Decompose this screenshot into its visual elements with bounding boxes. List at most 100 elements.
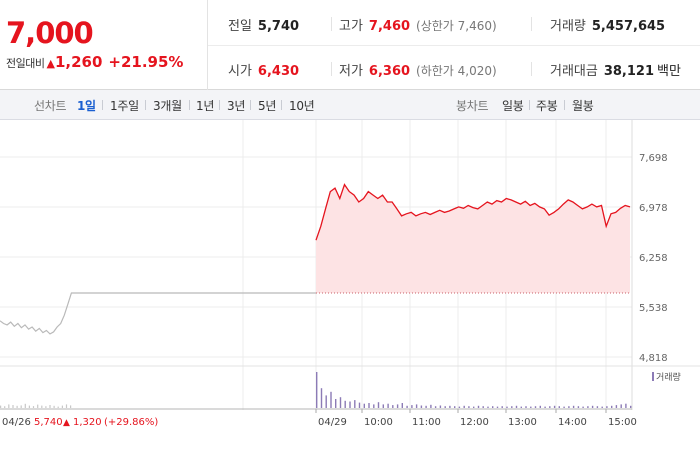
prev-day-change: 1,320 <box>73 417 102 428</box>
volume-bar <box>515 405 518 408</box>
x-tick-label: 04/29 <box>318 417 347 428</box>
change-line: 전일대비 ▲1,260 +21.95% <box>6 52 183 71</box>
volume-bar <box>568 406 570 408</box>
volume-bar <box>530 406 532 408</box>
volume-bar <box>558 406 560 408</box>
tab-1day[interactable]: 1일 <box>77 99 96 113</box>
volume-bar <box>582 406 584 408</box>
volume-bar <box>444 406 446 408</box>
high-label: 고가 <box>339 19 363 34</box>
volume-bar <box>473 406 475 408</box>
volume-bar <box>358 402 361 408</box>
tab-1week[interactable]: 1주일 <box>110 99 139 113</box>
line-chart-label: 선차트 <box>34 99 67 113</box>
volume-bar <box>392 405 394 408</box>
tab-10year[interactable]: 10년 <box>289 99 315 113</box>
volume-label: 거래량 <box>550 19 586 34</box>
volume-bar <box>496 406 499 408</box>
volume-bar <box>596 406 599 408</box>
divider <box>145 100 146 110</box>
low-value: 6,360 <box>368 64 411 79</box>
tab-3year[interactable]: 3년 <box>227 99 246 113</box>
volume-bar <box>415 404 418 408</box>
tab-5year[interactable]: 5년 <box>258 99 277 113</box>
today-price-line <box>315 183 631 241</box>
volume-bar <box>335 399 337 408</box>
volume-bar <box>601 406 603 408</box>
divider <box>250 100 251 110</box>
prev-day-date-label: 04/26 <box>2 417 31 428</box>
change-value: 1,260 <box>54 53 103 71</box>
volume-bar <box>487 406 489 408</box>
tab-weekly[interactable]: 주봉 <box>536 99 558 113</box>
y-tick-label: 5,538 <box>639 303 668 314</box>
divider <box>331 17 332 31</box>
volume-bar <box>430 404 432 408</box>
volume-bar-prev <box>61 405 63 408</box>
volume-bar <box>625 403 627 408</box>
divider <box>189 100 190 110</box>
volume-bar <box>354 400 356 408</box>
volume-bar <box>620 404 622 408</box>
up-arrow-icon: ▲ <box>46 57 55 70</box>
volume-bar-prev <box>57 406 59 408</box>
volume-bar <box>553 405 556 408</box>
volume-bar <box>344 400 346 408</box>
volume-bar-prev <box>20 405 22 408</box>
low-label: 저가 <box>339 64 363 79</box>
volume-bar <box>577 406 580 408</box>
divider <box>219 100 220 110</box>
prev-close-label: 전일 <box>228 19 252 34</box>
y-tick-label: 6,258 <box>639 253 668 264</box>
volume-bar <box>606 406 608 408</box>
volume-bar <box>449 405 451 408</box>
volume-bar <box>420 405 423 408</box>
volume-legend-label: 거래량 <box>656 371 681 383</box>
open-label: 시가 <box>228 64 252 79</box>
divider <box>564 100 565 110</box>
volume-bar-prev <box>65 404 68 408</box>
volume-bar <box>363 403 365 408</box>
volume-bar <box>434 406 437 408</box>
volume-bar <box>387 403 389 408</box>
x-tick-label: 14:00 <box>558 417 587 428</box>
low-price: 저가 6,360 (하한가 4,020) <box>339 60 497 79</box>
volume-legend-swatch <box>652 372 654 381</box>
volume-bar <box>339 397 342 408</box>
volume-bar <box>325 395 327 408</box>
volume-bar <box>396 404 399 408</box>
tab-3month[interactable]: 3개월 <box>153 99 182 113</box>
volume-bar-prev <box>24 403 26 408</box>
price-box: 7,000 전일대비 ▲1,260 +21.95% <box>0 0 208 90</box>
tab-1year[interactable]: 1년 <box>196 99 215 113</box>
volume-bar <box>611 405 613 408</box>
volume-bar <box>492 406 494 408</box>
volume-bar-prev <box>0 405 2 408</box>
y-tick-label: 6,978 <box>639 203 668 214</box>
prev-day-change-pct: (+29.86%) <box>104 417 158 428</box>
volume-bar <box>544 406 546 408</box>
volume-bar <box>454 406 456 408</box>
today-series <box>315 183 631 294</box>
high-price: 고가 7,460 (상한가 7,460) <box>339 15 497 34</box>
upper-limit: (상한가 7,460) <box>416 19 497 33</box>
volume-bar <box>316 372 318 408</box>
tab-monthly[interactable]: 월봉 <box>572 99 594 113</box>
volume-bar <box>401 403 403 408</box>
y-axis: 7,698 6,978 6,258 5,538 4,818 <box>639 153 668 364</box>
prev-day-close-price: 5,740 <box>34 417 63 428</box>
price-chart: 7,698 6,978 6,258 5,538 4,818 거래량 04/29 10:00… <box>0 120 700 450</box>
x-tick-label: 15:00 <box>608 417 637 428</box>
volume-bar <box>463 405 465 408</box>
tab-daily[interactable]: 일봉 <box>502 99 524 113</box>
divider <box>531 62 532 76</box>
volume-bar <box>411 405 413 408</box>
trade-value-amount: 38,121 <box>603 64 655 79</box>
volume-bar <box>506 406 508 408</box>
volume-bar <box>406 405 408 408</box>
divider <box>102 100 103 110</box>
divider <box>529 100 530 110</box>
volume-value: 5,457,645 <box>591 19 666 34</box>
volume-bar-prev <box>16 405 18 408</box>
volume-bar <box>630 405 632 408</box>
